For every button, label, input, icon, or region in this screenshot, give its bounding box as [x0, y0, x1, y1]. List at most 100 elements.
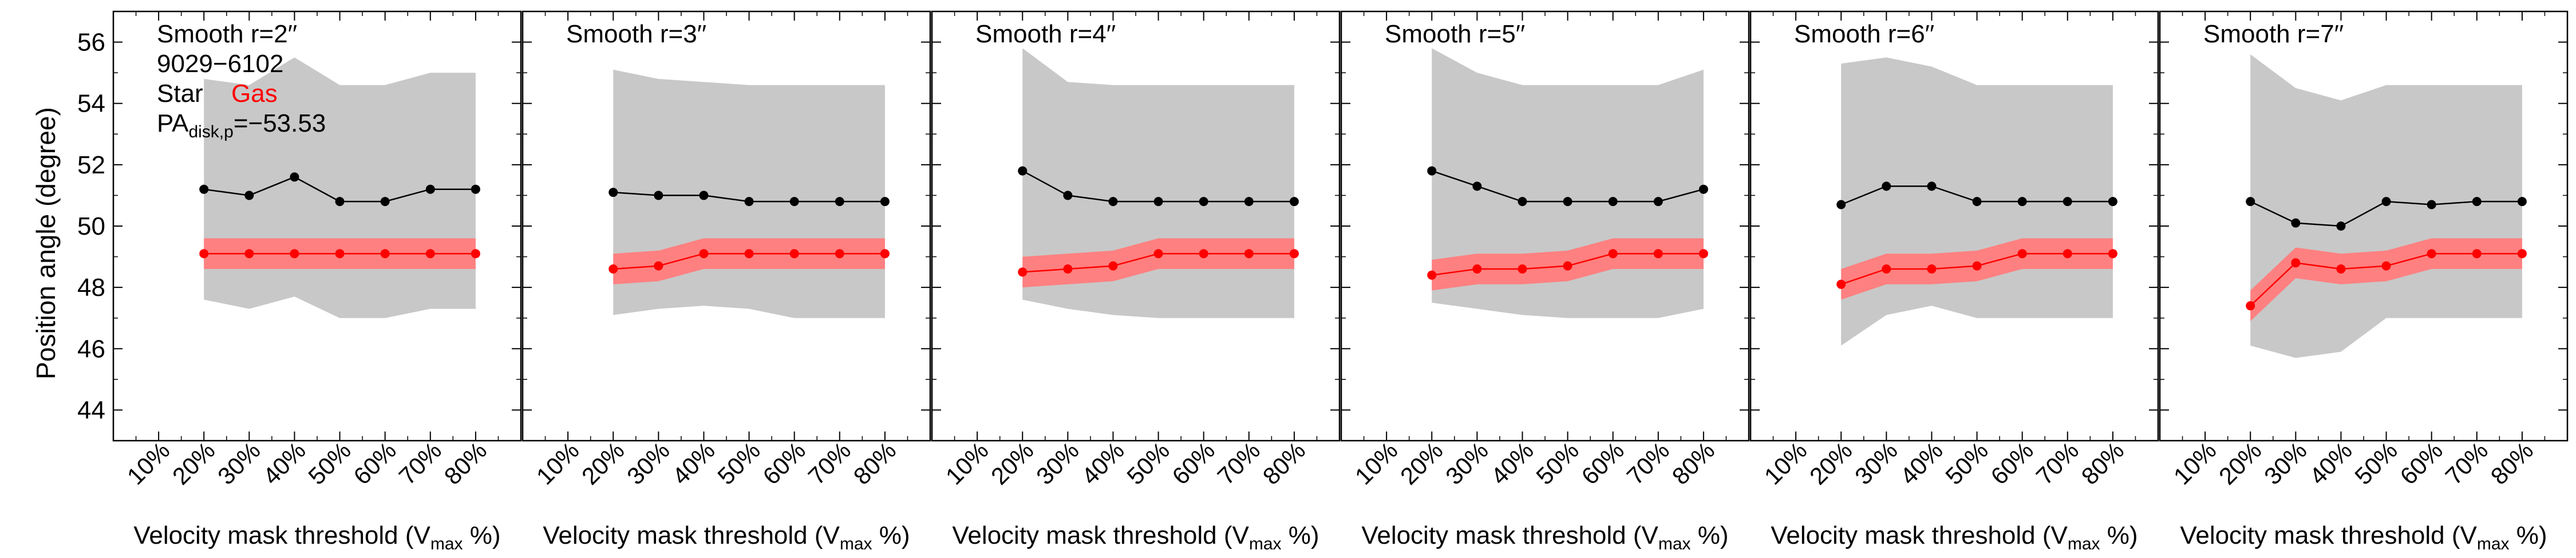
x-tick-label: 60% [757, 437, 811, 490]
x-axis-label-main: Velocity mask threshold (V [952, 521, 1249, 549]
gas-data-point [1653, 249, 1663, 259]
x-tick-label: 20% [576, 437, 630, 490]
panel-title: Smooth r=3′′ [566, 20, 706, 48]
star-data-point [1563, 197, 1573, 207]
gas-data-point [1244, 249, 1254, 259]
x-tick-label: 20% [2214, 437, 2267, 490]
panel-5: 10%20%30%40%50%60%70%80% Velocity mask th… [1749, 10, 2159, 553]
legend-gas-label: Gas [231, 80, 278, 108]
gas-data-point [1882, 264, 1891, 274]
plot-frame [1749, 10, 2159, 442]
gas-data-point [880, 249, 890, 259]
star-data-point [2291, 218, 2301, 228]
star-data-point [789, 197, 799, 207]
gas-data-point [1563, 261, 1573, 271]
gas-data-point [1472, 264, 1482, 274]
panel-1: 44 46 48 50 52 54 56 10%20%30%40%50%60%70%80% Ve… [77, 10, 522, 553]
gas-data-point [2246, 301, 2255, 311]
y-tick-label: 44 [77, 396, 105, 424]
star-data-point [744, 197, 754, 207]
gas-data-point [1289, 249, 1299, 259]
x-tick-label: 40% [2304, 437, 2357, 490]
x-axis-label: Velocity mask threshold (Vmax %) [133, 521, 500, 553]
gas-data-point [2381, 261, 2391, 271]
y-tick-label: 54 [77, 90, 105, 118]
x-tick-label: 30% [212, 437, 266, 490]
x-tick-label: 80% [2486, 437, 2539, 490]
x-axis-label: Velocity mask threshold (Vmax %) [952, 521, 1319, 553]
star-data-point [1882, 181, 1891, 191]
gas-data-point [1063, 264, 1073, 274]
x-axis-label: Velocity mask threshold (Vmax %) [1361, 521, 1728, 553]
star-data-point [880, 197, 890, 207]
gas-data-point [1108, 261, 1118, 271]
x-tick-label: 30% [622, 437, 675, 490]
star-data-point [335, 197, 345, 207]
x-tick-label: 70% [2440, 437, 2493, 490]
star-data-point [1836, 200, 1846, 209]
x-tick-label: 50% [303, 437, 356, 490]
x-axis-label-main: Velocity mask threshold (V [1361, 521, 1658, 549]
x-tick-label: 10% [1759, 437, 1812, 490]
panel-title: Smooth r=4′′ [975, 20, 1116, 48]
y-tick-label: 50 [77, 212, 105, 240]
star-data-point [1518, 197, 1527, 207]
x-axis-label-main: Velocity mask threshold (V [1771, 521, 2068, 549]
x-tick-label: 80% [439, 437, 492, 490]
x-tick-label: 40% [1485, 437, 1539, 490]
pa-disk-label: PAdisk,p=−53.53 [157, 109, 326, 141]
y-axis-label: Position angle (degree) [31, 107, 61, 379]
x-tick-label: 70% [803, 437, 856, 490]
pa-main: PA [157, 109, 189, 137]
panel-6: 10%20%30%40%50%60%70%80% Velocity mask th… [2159, 10, 2569, 553]
gas-data-point [335, 249, 345, 259]
star-data-point [2517, 197, 2527, 207]
x-axis-label-tail: %) [1282, 521, 1319, 549]
x-axis-label: Velocity mask threshold (Vmax %) [2180, 521, 2547, 553]
star-data-point [2472, 197, 2482, 207]
x-tick-label: 10% [2168, 437, 2222, 490]
plot-frame [112, 10, 522, 442]
star-data-point [425, 184, 435, 194]
x-tick-label: 30% [1850, 437, 1903, 490]
star-data-point [1698, 184, 1708, 194]
gas-data-point [654, 261, 663, 271]
star-data-point [244, 191, 254, 200]
pa-subscript: disk,p [188, 122, 233, 141]
gas-data-point [1608, 249, 1618, 259]
x-tick-label: 70% [393, 437, 447, 490]
panels: 4446485052545610%20%30%40%50%60%70%80%Ve… [77, 10, 2569, 553]
x-axis-label-main: Velocity mask threshold (V [543, 521, 840, 549]
x-axis-label: Velocity mask threshold (Vmax %) [1771, 521, 2138, 553]
star-data-point [1653, 197, 1663, 207]
gas-data-point [2017, 249, 2027, 259]
x-axis-label-tail: %) [2510, 521, 2547, 549]
star-data-point [2017, 197, 2027, 207]
x-tick-label: 10% [1350, 437, 1403, 490]
panel-2: 10%20%30%40%50%60%70%80% Velocity mask th… [521, 10, 931, 553]
x-axis-label-subscript: max [1658, 535, 1691, 553]
x-tick-label: 80% [1667, 437, 1720, 490]
star-data-point [1063, 191, 1073, 200]
x-axis-label-main: Velocity mask threshold (V [133, 521, 430, 549]
x-tick-label: 10% [531, 437, 584, 490]
star-data-point [2108, 197, 2117, 207]
panel-title: Smooth r=7′′ [2203, 20, 2344, 48]
star-data-point [471, 184, 480, 194]
gas-data-point [1927, 264, 1937, 274]
plot-frame [1340, 10, 1750, 442]
object-id: 9029−6102 [157, 50, 283, 78]
x-tick-label: 20% [1395, 437, 1448, 490]
star-data-point [1153, 197, 1163, 207]
star-data-point [1472, 181, 1482, 191]
x-tick-label: 70% [1621, 437, 1674, 490]
gas-data-point [199, 249, 209, 259]
gas-uncertainty-band [613, 238, 885, 284]
star-data-point [2427, 200, 2436, 209]
y-tick-label: 46 [77, 335, 105, 363]
star-data-point [1972, 197, 1982, 207]
gas-data-point [471, 249, 480, 259]
gas-data-point [789, 249, 799, 259]
gas-data-point [699, 249, 709, 259]
gas-data-point [2336, 264, 2346, 274]
